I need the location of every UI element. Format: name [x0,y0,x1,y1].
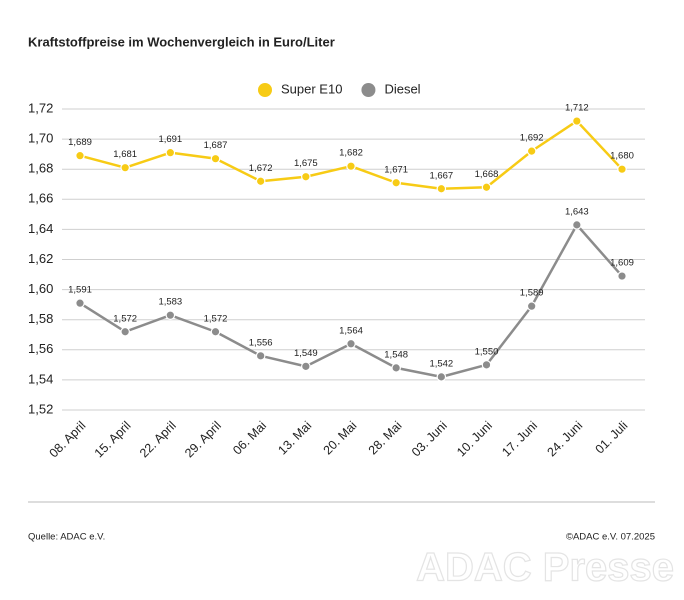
data-point [481,182,492,193]
source: Quelle: ADAC e.V. [28,532,105,543]
data-label: 1,691 [158,134,182,145]
data-point [617,271,627,281]
data-point [391,177,401,188]
data-point [75,298,85,308]
data-label: 1,680 [610,151,634,162]
x-tick-label: 13. Mai [275,419,314,458]
data-label: 1,542 [429,358,453,369]
x-tick-label: 08. April [47,419,89,461]
y-tick-label: 1,56 [28,341,53,356]
data-label: 1,675 [294,158,318,169]
x-tick-label: 15. April [92,419,134,461]
data-label: 1,668 [475,169,499,180]
data-label: 1,572 [204,313,228,324]
x-tick-label: 24. Juni [544,419,585,460]
data-point [120,326,130,337]
data-label: 1,591 [68,285,92,296]
x-tick-label: 20. Mai [321,419,360,458]
data-point [165,147,176,158]
data-label: 1,682 [339,148,363,159]
data-label: 1,589 [520,288,544,299]
y-tick-label: 1,52 [28,401,53,416]
x-tick-label: 03. Juni [409,419,450,460]
data-label: 1,712 [565,103,589,114]
watermark: ADAC Presse [416,546,674,590]
x-tick-label: 22. April [137,419,179,461]
y-tick-label: 1,72 [28,100,53,115]
x-tick-label: 10. Juni [454,419,495,460]
data-label: 1,672 [249,163,273,174]
data-point [346,161,356,171]
y-tick-label: 1,68 [28,161,53,176]
data-label: 1,583 [158,297,182,308]
data-point [165,310,176,320]
data-label: 1,689 [68,137,92,148]
data-label: 1,687 [204,140,228,151]
data-label: 1,681 [113,149,137,160]
data-point [120,162,130,173]
y-tick-label: 1,54 [28,371,53,386]
x-tick-label: 28. Mai [366,419,405,458]
x-tick-label: 29. April [182,419,224,461]
data-label: 1,556 [249,337,273,348]
data-label: 1,609 [610,258,634,269]
data-point [436,372,447,382]
chart-title: Kraftstoffpreise im Wochenvergleich in E… [28,34,335,49]
data-point [346,338,356,349]
x-tick-label: 06. Mai [230,419,269,458]
data-point [617,164,627,174]
data-point [255,351,266,361]
data-point [572,220,582,230]
x-tick-label: 01. Juli [593,419,631,457]
legend-label: Super E10 [281,81,342,96]
data-label: 1,667 [429,170,453,181]
data-point [526,301,537,311]
data-point [75,150,85,161]
data-label: 1,643 [565,206,589,217]
y-tick-label: 1,70 [28,131,53,146]
data-label: 1,692 [520,133,544,144]
data-label: 1,564 [339,325,363,336]
y-tick-label: 1,66 [28,191,53,206]
data-label: 1,671 [384,164,408,175]
x-tick-label: 17. Juni [499,419,540,460]
y-tick-label: 1,64 [28,221,53,236]
data-label: 1,548 [384,349,408,360]
data-point [255,176,266,187]
y-tick-label: 1,62 [28,251,53,266]
legend-marker [361,83,376,97]
data-label: 1,572 [113,313,137,324]
data-point [436,183,447,194]
data-point [526,146,537,156]
y-tick-label: 1,58 [28,311,53,326]
data-point [210,326,221,337]
data-point [301,361,311,372]
copyright: ©ADAC e.V. 07.2025 [566,532,655,543]
data-label: 1,549 [294,348,318,359]
data-point [210,153,221,164]
legend-label: Diesel [384,81,420,96]
data-point [572,116,582,126]
y-tick-label: 1,60 [28,281,53,296]
data-point [481,360,492,370]
data-point [391,363,401,373]
data-label: 1,550 [475,346,499,357]
data-point [301,171,311,182]
legend-marker [258,83,272,97]
